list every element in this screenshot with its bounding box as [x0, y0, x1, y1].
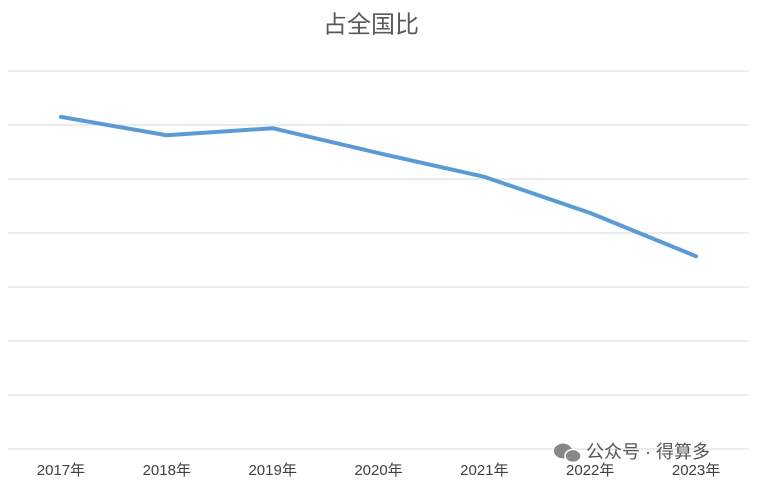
chart-title: 占全国比	[323, 11, 419, 38]
x-tick-label: 2019年	[248, 462, 296, 479]
watermark: 公众号 · 得算多	[586, 442, 710, 462]
data-line	[58, 114, 699, 259]
x-tick-label: 2018年	[143, 462, 191, 479]
x-tick-label: 2017年	[37, 462, 85, 479]
x-tick-label: 2022年	[566, 462, 614, 479]
watermark-icon	[554, 443, 582, 464]
x-tick-label: 2020年	[354, 462, 402, 479]
x-tick-label: 2023年	[672, 462, 720, 479]
x-tick-label: 2021年	[460, 462, 508, 479]
